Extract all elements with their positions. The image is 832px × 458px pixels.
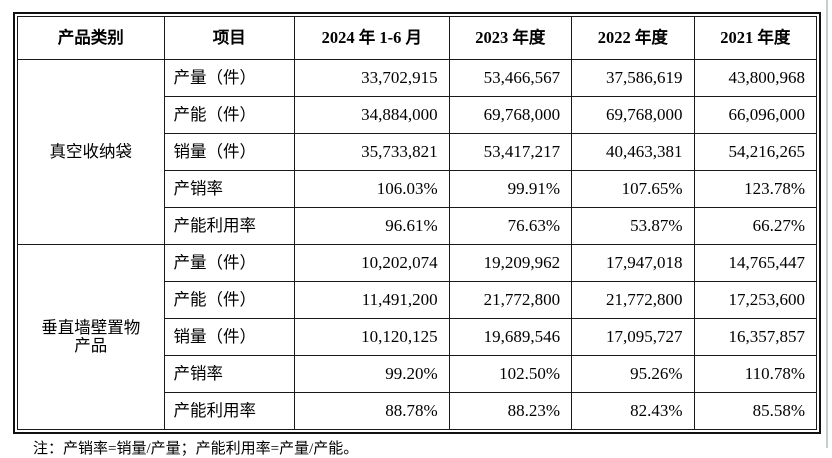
row-label: 产销率 bbox=[163, 355, 296, 393]
cell-value: 16,357,857 bbox=[693, 318, 818, 356]
cell-value: 99.20% bbox=[294, 355, 450, 393]
cell-value: 82.43% bbox=[571, 392, 695, 430]
cell-value: 33,702,915 bbox=[294, 59, 450, 97]
cell-value: 54,216,265 bbox=[693, 133, 818, 171]
cell-value: 43,800,968 bbox=[693, 59, 818, 97]
table-row: 垂直墙壁置物产品 产量（件） 10,202,074 19,209,962 17,… bbox=[17, 244, 818, 430]
cell-value: 88.78% bbox=[294, 392, 450, 430]
data-table: 产品类别 项目 2024 年 1-6 月 2023 年度 2022 年度 202… bbox=[17, 16, 818, 430]
table-row: 销量（件） 10,120,125 19,689,546 17,095,727 1… bbox=[18, 318, 818, 356]
cell-value: 107.65% bbox=[571, 170, 695, 208]
cell-value: 69,768,000 bbox=[571, 96, 695, 134]
cell-value: 66.27% bbox=[693, 207, 818, 245]
table-row: 产能（件） 34,884,000 69,768,000 69,768,000 6… bbox=[18, 96, 818, 134]
category-label: 垂直墙壁置物产品 bbox=[41, 317, 141, 355]
cell-value: 53,466,567 bbox=[448, 59, 573, 97]
cell-value: 37,586,619 bbox=[571, 59, 695, 97]
row-label: 产能利用率 bbox=[163, 207, 296, 245]
cell-value: 96.61% bbox=[294, 207, 450, 245]
category-cell-vacuum-bags: 真空收纳袋 bbox=[17, 59, 165, 245]
cell-value: 19,689,546 bbox=[448, 318, 573, 356]
row-label: 产销率 bbox=[163, 170, 296, 208]
row-label: 销量（件） bbox=[163, 133, 296, 171]
header-2024h1: 2024 年 1-6 月 bbox=[294, 16, 450, 60]
cell-value: 17,947,018 bbox=[571, 244, 695, 282]
cell-value: 102.50% bbox=[448, 355, 573, 393]
table-row: 销量（件） 35,733,821 53,417,217 40,463,381 5… bbox=[18, 133, 818, 171]
table-row: 产销率 99.20% 102.50% 95.26% 110.78% bbox=[18, 355, 818, 393]
row-label: 产量（件） bbox=[163, 59, 296, 97]
cell-value: 106.03% bbox=[294, 170, 450, 208]
row-label: 销量（件） bbox=[163, 318, 296, 356]
scan-artifact-line bbox=[826, 0, 828, 448]
header-product-category: 产品类别 bbox=[17, 16, 165, 60]
row-label: 产能（件） bbox=[163, 96, 296, 134]
cell-value: 21,772,800 bbox=[448, 281, 573, 319]
cell-value: 88.23% bbox=[448, 392, 573, 430]
table-row: 产能（件） 11,491,200 21,772,800 21,772,800 1… bbox=[18, 281, 818, 319]
production-sales-table: 产品类别 项目 2024 年 1-6 月 2023 年度 2022 年度 202… bbox=[13, 12, 821, 434]
header-2023: 2023 年度 bbox=[448, 16, 573, 60]
header-2022: 2022 年度 bbox=[571, 16, 695, 60]
cell-value: 76.63% bbox=[448, 207, 573, 245]
cell-value: 11,491,200 bbox=[294, 281, 450, 319]
cell-value: 35,733,821 bbox=[294, 133, 450, 171]
row-label: 产能利用率 bbox=[163, 392, 296, 430]
table-row: 产销率 106.03% 99.91% 107.65% 123.78% bbox=[18, 170, 818, 208]
cell-value: 10,202,074 bbox=[294, 244, 450, 282]
header-item: 项目 bbox=[163, 16, 296, 60]
cell-value: 66,096,000 bbox=[693, 96, 818, 134]
cell-value: 14,765,447 bbox=[693, 244, 818, 282]
cell-value: 95.26% bbox=[571, 355, 695, 393]
category-cell-wall-storage: 垂直墙壁置物产品 bbox=[17, 244, 165, 430]
cell-value: 53.87% bbox=[571, 207, 695, 245]
cell-value: 19,209,962 bbox=[448, 244, 573, 282]
cell-value: 99.91% bbox=[448, 170, 573, 208]
cell-value: 34,884,000 bbox=[294, 96, 450, 134]
row-label: 产能（件） bbox=[163, 281, 296, 319]
row-label: 产量（件） bbox=[163, 244, 296, 282]
table-row: 真空收纳袋 产量（件） 33,702,915 53,466,567 37,586… bbox=[17, 59, 818, 245]
cell-value: 69,768,000 bbox=[448, 96, 573, 134]
cell-value: 110.78% bbox=[693, 355, 818, 393]
table-row: 产能利用率 88.78% 88.23% 82.43% 85.58% bbox=[18, 392, 818, 430]
cell-value: 85.58% bbox=[693, 392, 818, 430]
table-row: 产能利用率 96.61% 76.63% 53.87% 66.27% bbox=[18, 207, 818, 245]
cell-value: 123.78% bbox=[693, 170, 818, 208]
cell-value: 17,253,600 bbox=[693, 281, 818, 319]
category-label: 真空收纳袋 bbox=[49, 141, 133, 161]
cell-value: 53,417,217 bbox=[448, 133, 573, 171]
header-2021: 2021 年度 bbox=[693, 16, 818, 60]
cell-value: 17,095,727 bbox=[571, 318, 695, 356]
cell-value: 21,772,800 bbox=[571, 281, 695, 319]
cell-value: 10,120,125 bbox=[294, 318, 450, 356]
cell-value: 40,463,381 bbox=[571, 133, 695, 171]
header-row: 产品类别 项目 2024 年 1-6 月 2023 年度 2022 年度 202… bbox=[17, 16, 818, 60]
